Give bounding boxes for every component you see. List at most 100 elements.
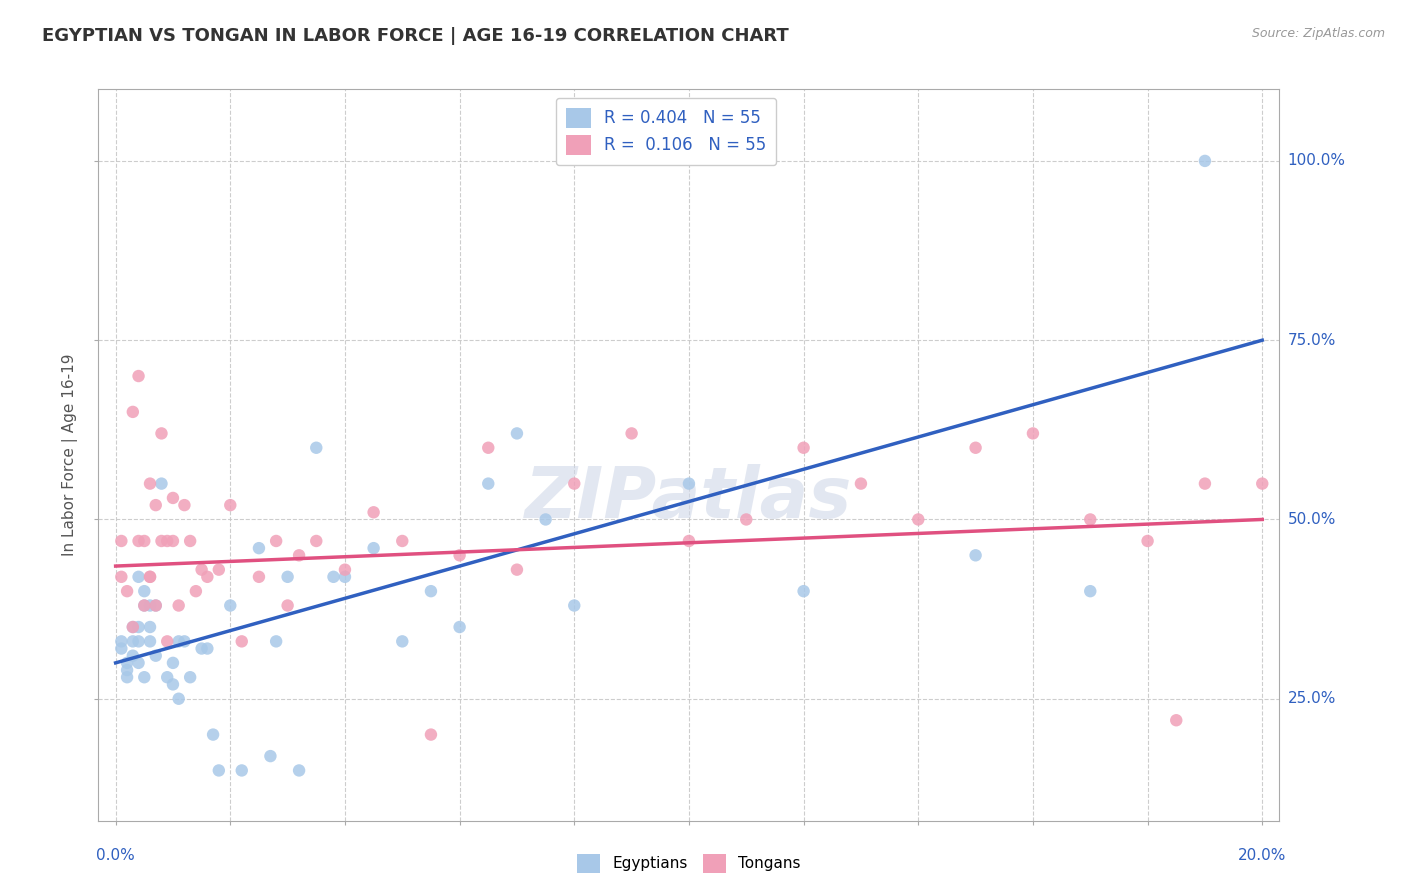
Point (562, 476, 585, 491)
Point (965, 549, 987, 563)
Point (167, 691, 190, 706)
Text: 100.0%: 100.0% (1288, 153, 1346, 169)
Point (208, 563, 231, 577)
Point (506, 426, 529, 441)
Point (115, 663, 138, 677)
Point (190, 641, 212, 656)
Point (156, 533, 179, 548)
Point (121, 405, 143, 419)
Point (793, 441, 815, 455)
Point (259, 749, 281, 764)
Point (167, 599, 190, 613)
Point (449, 549, 471, 563)
Point (128, 533, 150, 548)
Point (167, 634, 190, 648)
Point (333, 563, 356, 577)
Text: EGYPTIAN VS TONGAN IN LABOR FORCE | AGE 16-19 CORRELATION CHART: EGYPTIAN VS TONGAN IN LABOR FORCE | AGE … (42, 27, 789, 45)
Point (391, 634, 413, 648)
Point (208, 764, 231, 778)
Point (288, 764, 311, 778)
Point (173, 634, 195, 648)
Point (1022, 426, 1045, 441)
Point (134, 584, 156, 599)
Point (506, 563, 529, 577)
Point (156, 670, 179, 684)
Point (231, 634, 253, 648)
Point (115, 670, 138, 684)
Point (121, 648, 143, 663)
Point (1166, 713, 1188, 727)
Text: Source: ZipAtlas.com: Source: ZipAtlas.com (1251, 27, 1385, 40)
Point (420, 584, 443, 599)
Point (477, 476, 499, 491)
Point (145, 599, 167, 613)
Point (128, 634, 150, 648)
Point (139, 476, 162, 491)
Point (190, 563, 212, 577)
Point (678, 533, 700, 548)
Point (145, 648, 167, 663)
Point (139, 599, 162, 613)
Point (110, 533, 132, 548)
Point (907, 512, 929, 526)
Point (277, 570, 299, 584)
Text: ZIPatlas: ZIPatlas (526, 465, 852, 533)
Point (173, 498, 195, 512)
Point (134, 670, 156, 684)
Y-axis label: In Labor Force | Age 16-19: In Labor Force | Age 16-19 (62, 353, 79, 557)
Point (134, 599, 156, 613)
Point (363, 541, 385, 556)
Point (277, 599, 299, 613)
Point (128, 620, 150, 634)
Point (145, 599, 167, 613)
Point (110, 570, 132, 584)
Point (128, 369, 150, 384)
Point (150, 476, 173, 491)
Point (264, 634, 287, 648)
Point (162, 656, 184, 670)
Point (121, 620, 143, 634)
Point (128, 656, 150, 670)
Point (145, 498, 167, 512)
Point (247, 570, 270, 584)
Text: 20.0%: 20.0% (1239, 848, 1286, 863)
Point (735, 512, 758, 526)
Point (1194, 476, 1216, 491)
Point (110, 634, 132, 648)
Point (195, 570, 218, 584)
Point (849, 476, 872, 491)
Point (288, 549, 311, 563)
Point (162, 533, 184, 548)
Legend: Egyptians, Tongans: Egyptians, Tongans (571, 848, 807, 879)
Point (1194, 153, 1216, 168)
Point (322, 570, 344, 584)
Point (534, 512, 557, 526)
Point (305, 441, 328, 455)
Point (391, 533, 413, 548)
Point (231, 764, 253, 778)
Point (305, 533, 328, 548)
Point (678, 476, 700, 491)
Point (1251, 476, 1274, 491)
Point (134, 599, 156, 613)
Text: 50.0%: 50.0% (1288, 512, 1336, 527)
Point (139, 634, 162, 648)
Point (363, 505, 385, 519)
Point (134, 533, 156, 548)
Point (562, 599, 585, 613)
Point (449, 620, 471, 634)
Point (139, 620, 162, 634)
Point (195, 641, 218, 656)
Point (420, 728, 443, 742)
Point (179, 533, 201, 548)
Point (139, 570, 162, 584)
Point (184, 584, 207, 599)
Point (965, 441, 987, 455)
Point (110, 641, 132, 656)
Point (1078, 584, 1101, 599)
Point (121, 634, 143, 648)
Text: 25.0%: 25.0% (1288, 691, 1336, 706)
Point (121, 620, 143, 634)
Point (115, 656, 138, 670)
Point (139, 570, 162, 584)
